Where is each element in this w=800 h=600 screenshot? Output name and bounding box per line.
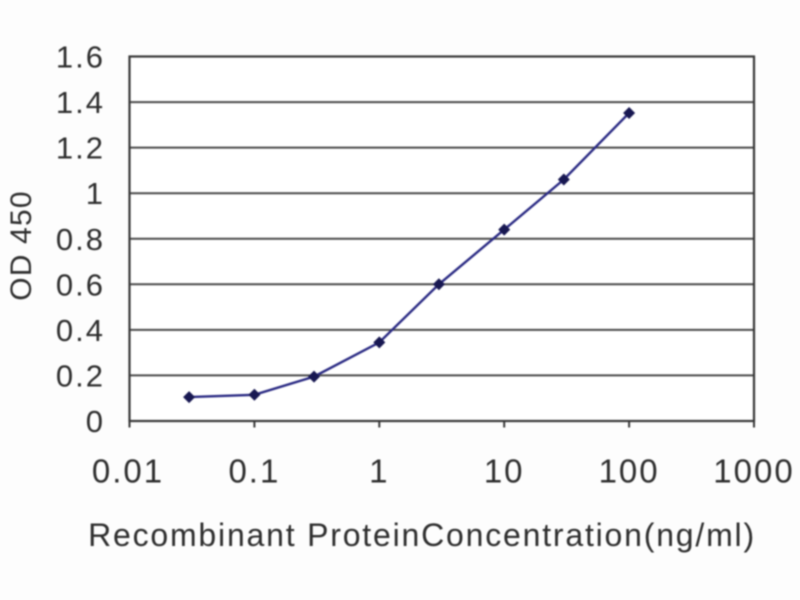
svg-text:0.2: 0.2 [56, 358, 105, 393]
svg-text:10: 10 [484, 453, 525, 490]
svg-text:0.4: 0.4 [56, 313, 105, 348]
svg-text:1000: 1000 [713, 453, 794, 490]
svg-text:1: 1 [86, 176, 105, 211]
svg-text:1.4: 1.4 [56, 85, 105, 120]
svg-text:1.6: 1.6 [56, 40, 105, 75]
svg-text:Recombinant ProteinConcentrati: Recombinant ProteinConcentration(ng/ml) [88, 517, 756, 553]
svg-text:0.8: 0.8 [56, 222, 105, 257]
svg-text:0.01: 0.01 [92, 453, 164, 490]
svg-text:0: 0 [86, 404, 105, 439]
svg-text:1.2: 1.2 [56, 131, 105, 166]
svg-text:1: 1 [369, 453, 389, 490]
svg-text:0.6: 0.6 [56, 267, 105, 302]
svg-text:0.1: 0.1 [228, 453, 280, 490]
svg-text:100: 100 [599, 453, 660, 490]
svg-text:OD 450: OD 450 [5, 190, 38, 301]
